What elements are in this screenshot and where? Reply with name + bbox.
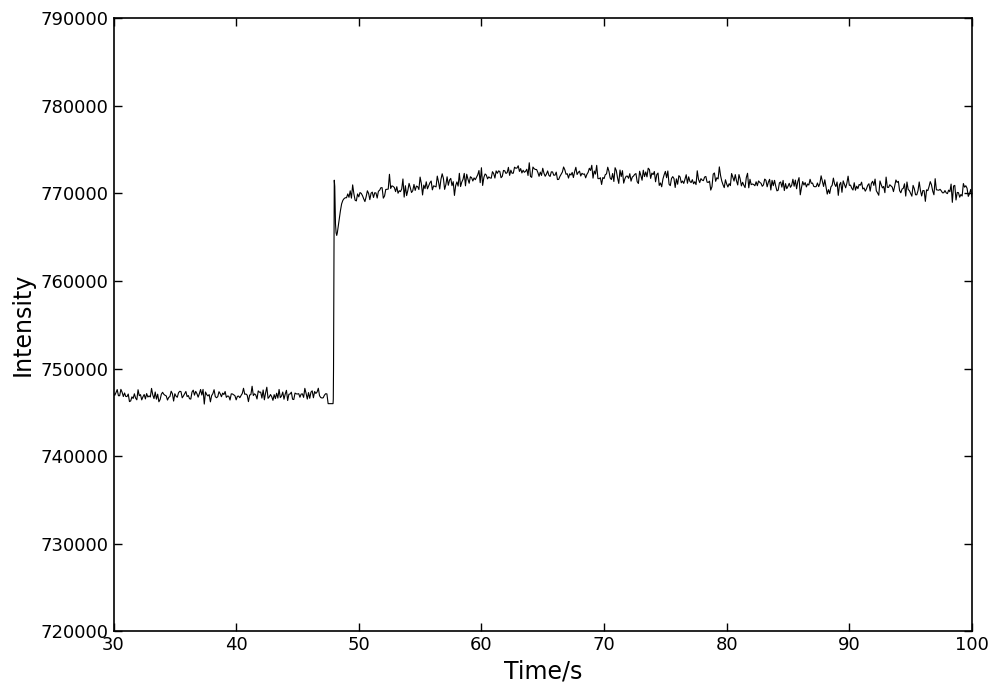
X-axis label: Time/s: Time/s: [504, 660, 582, 684]
Y-axis label: Intensity: Intensity: [11, 273, 35, 377]
